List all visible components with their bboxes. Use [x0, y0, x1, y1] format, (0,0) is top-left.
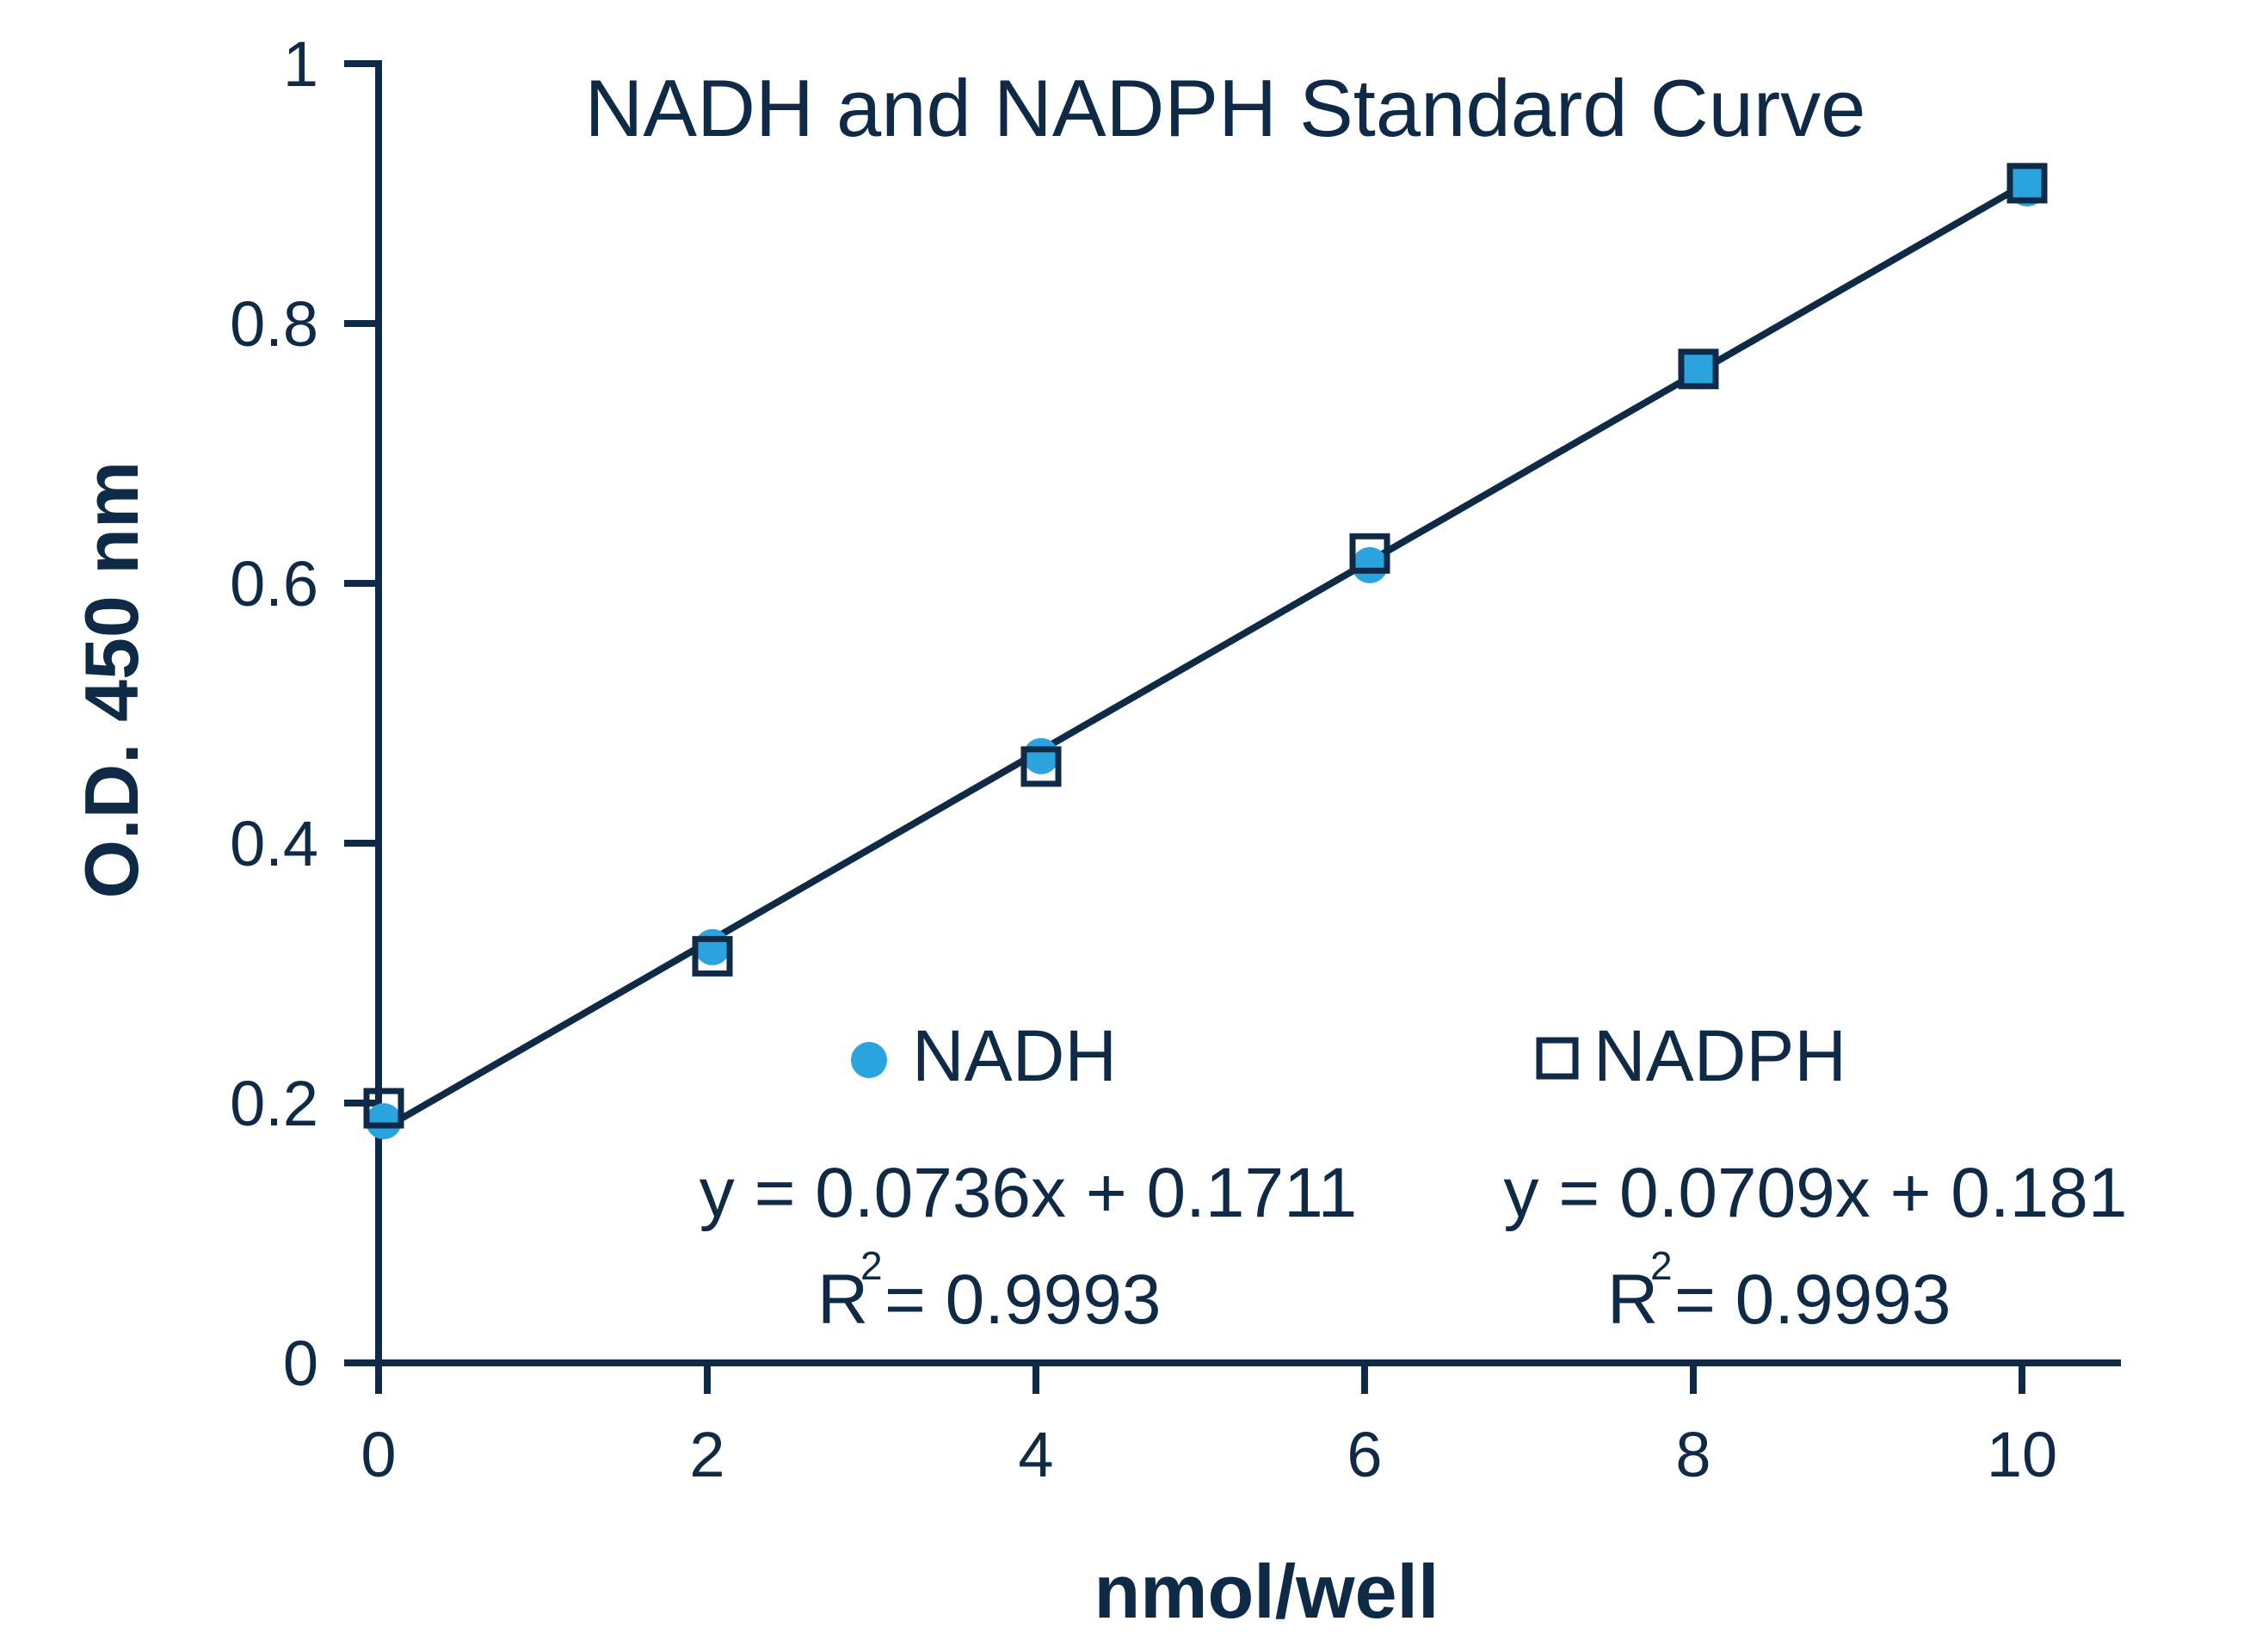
x-tick-label: 4: [1018, 1419, 1053, 1490]
y-tick-label: 0.4: [230, 808, 318, 879]
nadh-point: [1023, 737, 1059, 774]
legend-nadph: NADPH: [1536, 1015, 1846, 1096]
y-tick-label: 0.2: [230, 1068, 318, 1139]
nadph-point: [692, 935, 733, 977]
legend-nadph-marker: [1536, 1037, 1579, 1080]
nadph-point: [1020, 746, 1062, 787]
x-tick-label: 10: [1987, 1419, 2057, 1490]
nadh-r2-superscript: 2: [860, 1243, 883, 1288]
nadph-r2: R 2 = 0.9993: [1607, 1243, 1951, 1339]
nadph-point: [1678, 348, 1719, 390]
y-axis-label: O.D. 450 nm: [69, 461, 154, 899]
nadph-r2-superscript: 2: [1650, 1243, 1673, 1288]
legend-nadh: NADH: [851, 1015, 1117, 1096]
nadph-point: [2006, 163, 2048, 204]
x-axis-ticks: 0 2 4 6 8 10: [361, 1363, 2057, 1490]
axes: [375, 60, 2121, 1366]
nadh-equation: y = 0.0736x + 0.1711: [700, 1154, 1357, 1232]
trendline: [375, 182, 2025, 1136]
chart-title: NADH and NADPH Standard Curve: [585, 63, 1866, 153]
nadh-point: [694, 928, 730, 965]
y-tick-label: 0: [283, 1328, 318, 1399]
x-tick-label: 2: [689, 1419, 724, 1490]
nadh-r2: R 2 = 0.9993: [817, 1243, 1161, 1339]
nadph-r2-letter: R: [1607, 1261, 1658, 1339]
x-tick-label: 0: [361, 1419, 396, 1490]
nadph-point: [363, 1088, 404, 1129]
legend-nadph-label: NADPH: [1593, 1015, 1846, 1096]
nadh-point: [1352, 546, 1388, 583]
x-tick-label: 8: [1675, 1419, 1710, 1490]
legend-nadh-label: NADH: [912, 1015, 1117, 1096]
nadph-points: [363, 163, 2048, 1129]
y-tick-label: 1: [283, 28, 318, 100]
y-tick-label: 0.8: [230, 288, 318, 360]
nadh-r2-letter: R: [817, 1261, 868, 1339]
x-axis-label: nmol/well: [1094, 1549, 1439, 1634]
y-tick-label: 0.6: [230, 548, 318, 620]
nadph-r2-value: = 0.9993: [1674, 1261, 1951, 1339]
nadh-point: [366, 1103, 402, 1140]
y-axis-ticks: 0 0.2 0.4 0.6 0.8 1: [230, 28, 379, 1399]
nadph-equation: y = 0.0709x + 0.181: [1504, 1154, 2128, 1232]
nadh-r2-value: = 0.9993: [885, 1261, 1161, 1339]
x-tick-label: 6: [1347, 1419, 1382, 1490]
legend-nadh-marker: [851, 1042, 887, 1078]
nadph-point: [1349, 533, 1390, 574]
